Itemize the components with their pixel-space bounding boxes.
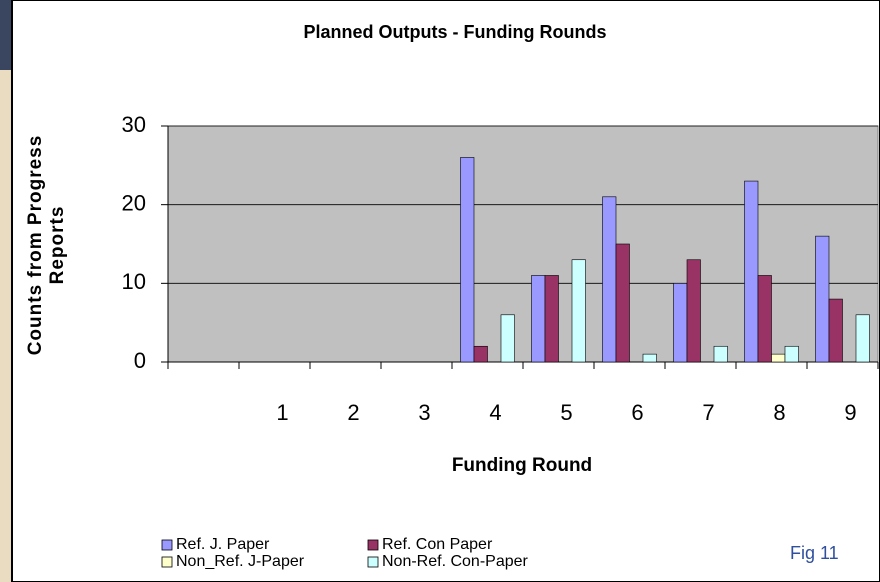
x-tick-label: 3: [418, 400, 430, 425]
x-tick-label: 8: [773, 400, 785, 425]
bar: [602, 196, 617, 363]
y-tick-label: 20: [122, 190, 146, 215]
bar: [615, 243, 630, 363]
x-tick-label: 5: [560, 400, 572, 425]
x-tick-label: 7: [702, 400, 714, 425]
x-tick-label: 6: [631, 400, 643, 425]
frame-corner: [0, 0, 12, 70]
bar: [855, 314, 870, 363]
legend-label: Non_Ref. J-Paper: [176, 553, 305, 570]
legend-label: Ref. J. Paper: [176, 536, 270, 553]
bar: [571, 259, 586, 363]
x-tick-label: 4: [489, 400, 501, 425]
bar: [642, 353, 657, 363]
legend-swatch: [367, 556, 379, 568]
x-tick-label: 9: [844, 400, 856, 425]
bar: [744, 180, 759, 363]
bar: [713, 345, 728, 363]
x-tick-label: 1: [276, 400, 288, 425]
bar: [531, 275, 546, 363]
y-tick-label: 0: [134, 348, 146, 373]
x-tick-label: 2: [347, 400, 359, 425]
bar: [673, 283, 688, 363]
bar: [757, 275, 772, 363]
bar: [771, 353, 786, 363]
annotation: Fig 11: [790, 543, 839, 563]
bar: [500, 314, 515, 363]
y-tick-label: 30: [122, 112, 146, 137]
bar: [460, 157, 475, 363]
bar: [828, 298, 843, 363]
legend-swatch: [161, 539, 173, 551]
bar: [473, 345, 488, 363]
legend-swatch: [367, 539, 379, 551]
bar: [686, 259, 701, 363]
legend-swatch: [161, 556, 173, 568]
bar: [544, 275, 559, 363]
y-axis-label-box: Counts from Progress Reports: [25, 134, 68, 356]
y-tick-label: 10: [122, 269, 146, 294]
bar: [815, 235, 830, 363]
x-axis-label: Funding Round: [452, 455, 592, 476]
legend-label: Non-Ref. Con-Paper: [382, 553, 529, 570]
bar: [784, 345, 799, 363]
legend-label: Ref. Con Paper: [382, 536, 493, 553]
chart-title: Planned Outputs - Funding Rounds: [304, 22, 607, 42]
y-axis-label: Counts from Progress Reports: [25, 134, 68, 356]
